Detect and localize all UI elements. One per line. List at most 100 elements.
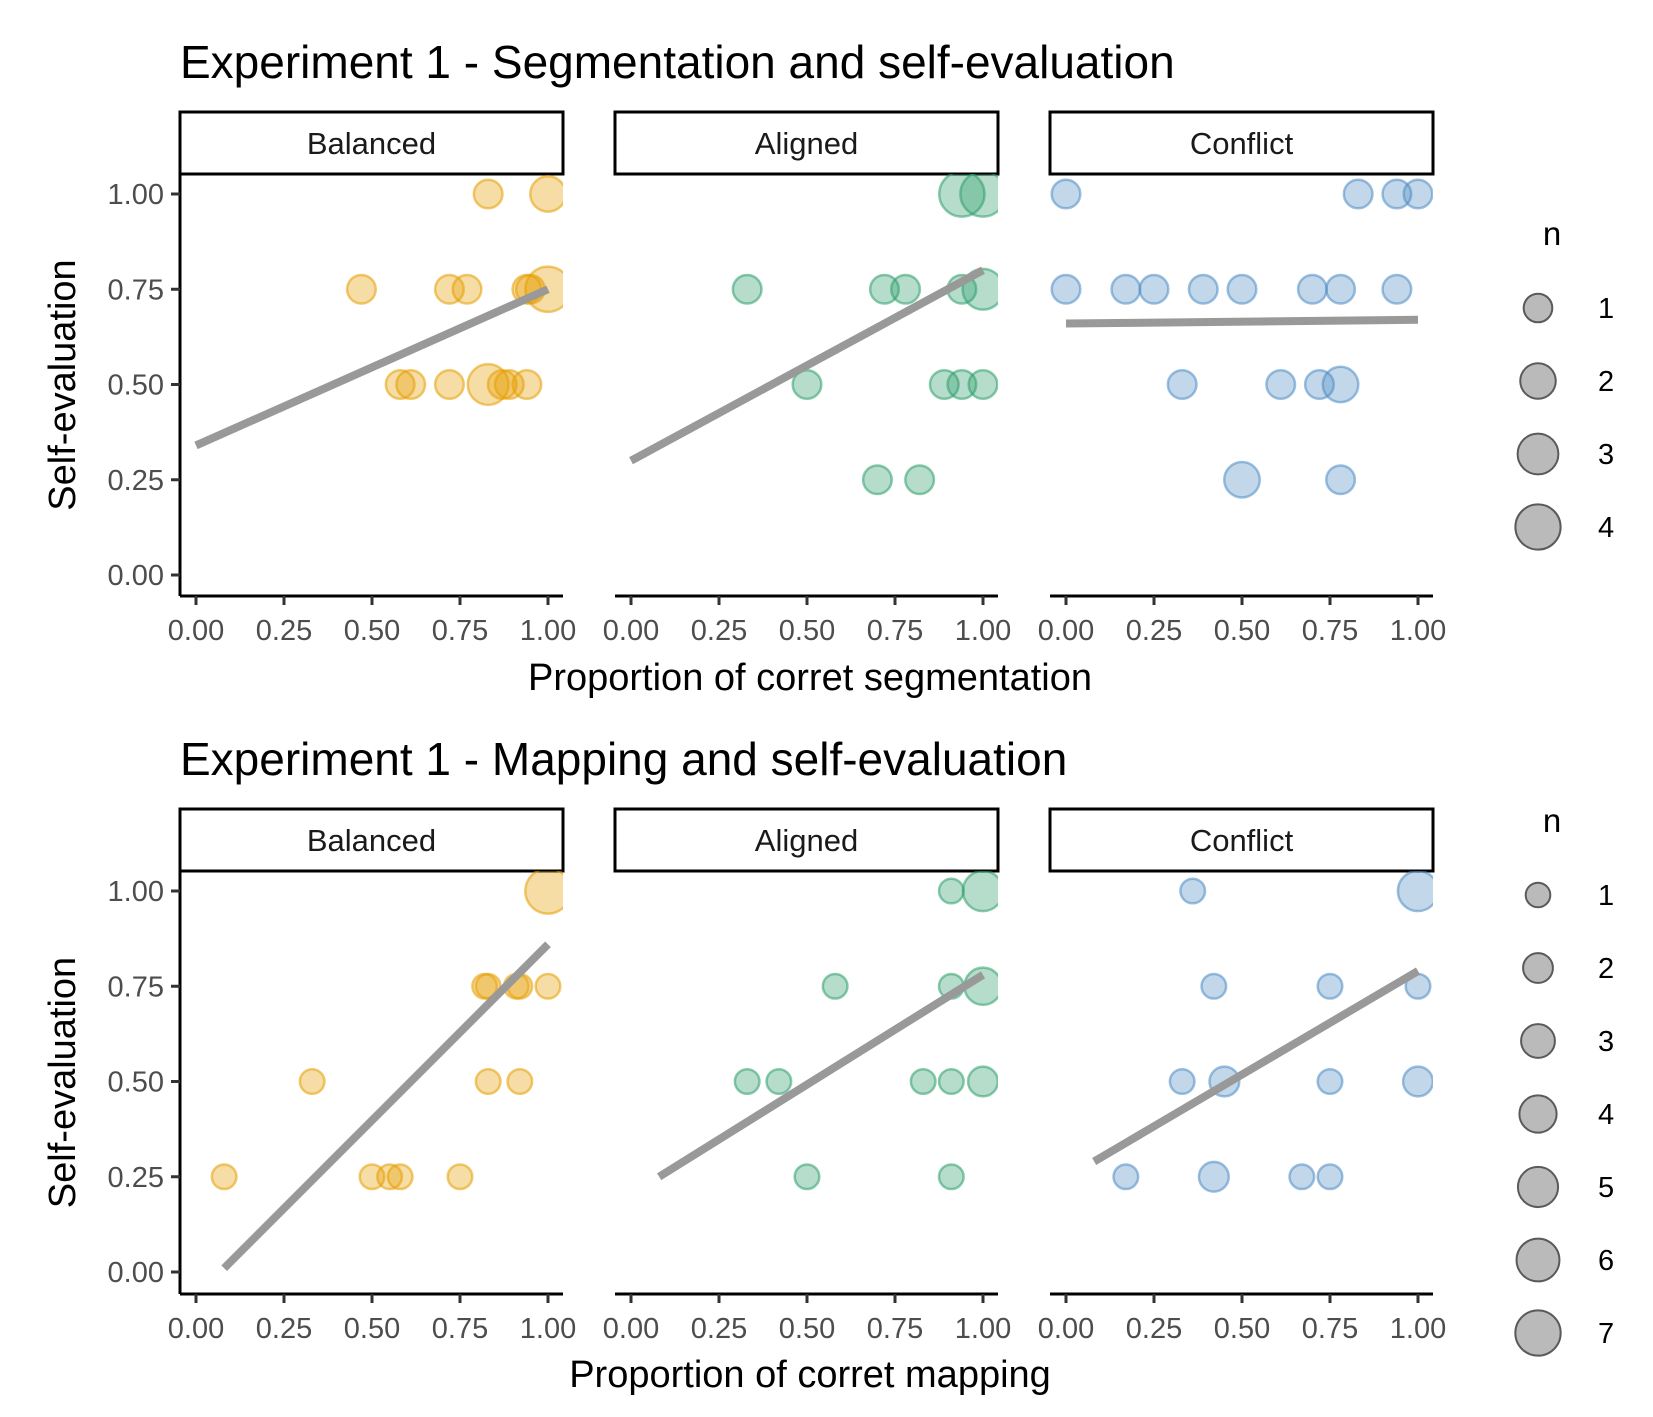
data-point <box>386 1163 414 1191</box>
legend-key <box>1514 503 1562 551</box>
data-point <box>1050 178 1082 210</box>
y-tick-label: 0.00 <box>108 560 164 592</box>
data-point <box>1321 365 1360 404</box>
y-tick-label: 0.25 <box>108 1162 164 1194</box>
facet-label: Balanced <box>307 126 436 161</box>
legend-key <box>1520 1023 1556 1059</box>
facet-strip <box>613 807 1000 873</box>
points-layer <box>1050 178 1433 499</box>
legend-key <box>1522 952 1554 984</box>
legend-key <box>1516 1165 1560 1209</box>
y-tick-label: 0.50 <box>108 370 164 402</box>
data-point <box>1401 1065 1433 1098</box>
facet-strip <box>1048 807 1435 873</box>
data-point <box>1168 1067 1196 1096</box>
data-point <box>1166 368 1198 401</box>
data-point <box>376 1163 404 1191</box>
legend-key <box>1515 1237 1561 1283</box>
data-point <box>791 368 823 401</box>
data-point <box>937 877 965 905</box>
points-layer <box>345 175 563 407</box>
data-point <box>298 1067 326 1096</box>
points-layer <box>1112 871 1433 1193</box>
x-tick-label: 0.00 <box>603 615 659 647</box>
data-point <box>1050 273 1082 305</box>
data-point <box>1316 972 1344 1000</box>
panel-aligned: Aligned 0.00 0.25 0.50 0.75 1.00 <box>603 110 1011 647</box>
x-tick-label: 0.75 <box>867 1313 923 1345</box>
data-point <box>1325 464 1357 496</box>
data-point <box>868 273 900 305</box>
data-point <box>1316 1067 1344 1096</box>
legend-label: 3 <box>1598 1026 1614 1058</box>
x-tick-label: 1.00 <box>955 1313 1011 1345</box>
data-point <box>345 273 377 305</box>
data-point <box>1112 1163 1140 1191</box>
trend-line <box>194 285 550 450</box>
data-point <box>1265 368 1297 401</box>
data-point <box>1396 871 1433 913</box>
data-point <box>765 1067 793 1096</box>
y-axis-title: Self-evaluation <box>42 259 84 510</box>
data-point <box>967 368 998 401</box>
y-tick-label: 0.50 <box>108 1067 164 1099</box>
data-point <box>928 368 960 401</box>
x-axis-title: Proportion of corret segmentation <box>528 657 1092 699</box>
x-tick-label: 0.75 <box>432 615 488 647</box>
x-tick-label: 0.25 <box>256 1313 312 1345</box>
data-point <box>966 1065 998 1098</box>
points-layer <box>210 871 563 1191</box>
facet-label: Aligned <box>755 126 858 161</box>
x-tick-label: 0.25 <box>1126 1313 1182 1345</box>
x-tick-label: 0.25 <box>691 615 747 647</box>
x-tick-label: 0.50 <box>344 615 400 647</box>
x-tick-label: 0.75 <box>867 615 923 647</box>
data-point <box>1381 178 1413 210</box>
legend-key <box>1519 362 1557 400</box>
x-tick-label: 0.00 <box>168 1313 224 1345</box>
legend-label: 4 <box>1598 512 1614 544</box>
data-point <box>1288 1163 1316 1191</box>
data-point <box>511 368 543 401</box>
y-tick-label: 0.75 <box>108 274 164 306</box>
panel-aligned: Aligned 0.00 0.25 0.50 0.75 1.00 <box>603 807 1011 1345</box>
trend-line <box>221 941 551 1272</box>
trend-line <box>1065 315 1419 328</box>
chart-2: Experiment 1 - Mapping and self-evaluati… <box>42 733 1614 1396</box>
data-point <box>946 368 978 401</box>
x-tick-label: 0.00 <box>168 615 224 647</box>
data-point <box>1316 1163 1344 1191</box>
data-point <box>1303 368 1335 401</box>
x-tick-label: 0.00 <box>1038 1313 1094 1345</box>
x-tick-label: 1.00 <box>1390 1313 1446 1345</box>
chart-title: Experiment 1 - Mapping and self-evaluati… <box>180 733 1067 785</box>
data-point <box>861 464 893 496</box>
facet-label: Aligned <box>755 823 858 858</box>
y-axis-title: Self-evaluation <box>42 957 84 1208</box>
data-point <box>433 273 465 305</box>
data-point <box>486 368 518 401</box>
data-point <box>210 1163 238 1191</box>
panel-balanced: Balanced 0.00 0.25 0.50 0.75 1.00 0.00 0.25 0.50… <box>108 110 576 647</box>
data-point <box>384 368 416 401</box>
data-point <box>506 1067 534 1096</box>
legend-label: 3 <box>1598 439 1614 471</box>
y-tick-label: 0.00 <box>108 1257 164 1289</box>
x-tick-label: 0.75 <box>432 1313 488 1345</box>
x-tick-label: 1.00 <box>955 615 1011 647</box>
trend-line <box>629 266 985 465</box>
trend-line <box>1092 967 1421 1165</box>
x-tick-label: 0.25 <box>256 615 312 647</box>
data-point <box>1187 273 1219 305</box>
data-point <box>1342 178 1374 210</box>
data-point <box>937 1067 965 1096</box>
x-tick-label: 0.50 <box>779 1313 835 1345</box>
data-point <box>1197 1160 1230 1193</box>
data-point <box>534 972 562 1000</box>
data-point <box>1200 972 1228 1000</box>
x-tick-label: 0.50 <box>1214 1313 1270 1345</box>
panel-conflict: Conflict 0.00 0.25 0.50 0.75 1.00 <box>1038 110 1446 647</box>
legend-label: 4 <box>1598 1099 1614 1131</box>
legend-key <box>1516 432 1560 476</box>
